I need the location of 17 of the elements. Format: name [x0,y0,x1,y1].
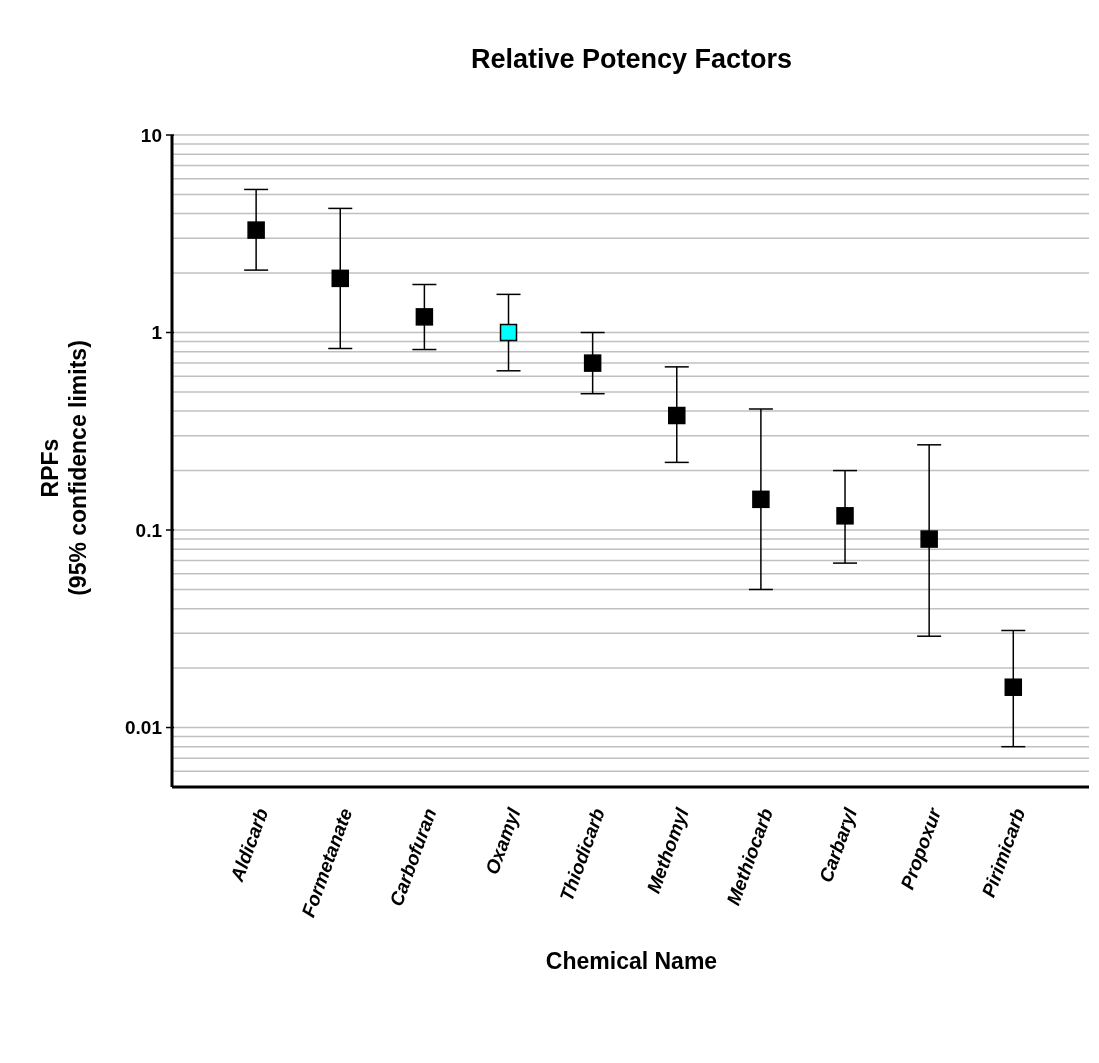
chart-title: Relative Potency Factors [469,44,794,75]
y-tick-label: 10 [140,124,162,146]
x-axis-title: Chemical Name [544,948,719,975]
point [583,354,602,372]
point [247,221,265,239]
point [499,323,518,342]
y-axis-title: RPFs (95% confidence limits) [37,340,91,596]
point [752,490,770,509]
point [331,269,350,288]
point [836,507,854,525]
y-tick-label: 0.01 [125,717,163,739]
y-tick-label: 0.1 [135,519,163,541]
point [668,406,686,425]
point [920,530,938,548]
point [1004,678,1023,696]
point [415,308,434,326]
y-tick-label: 1 [151,322,163,344]
